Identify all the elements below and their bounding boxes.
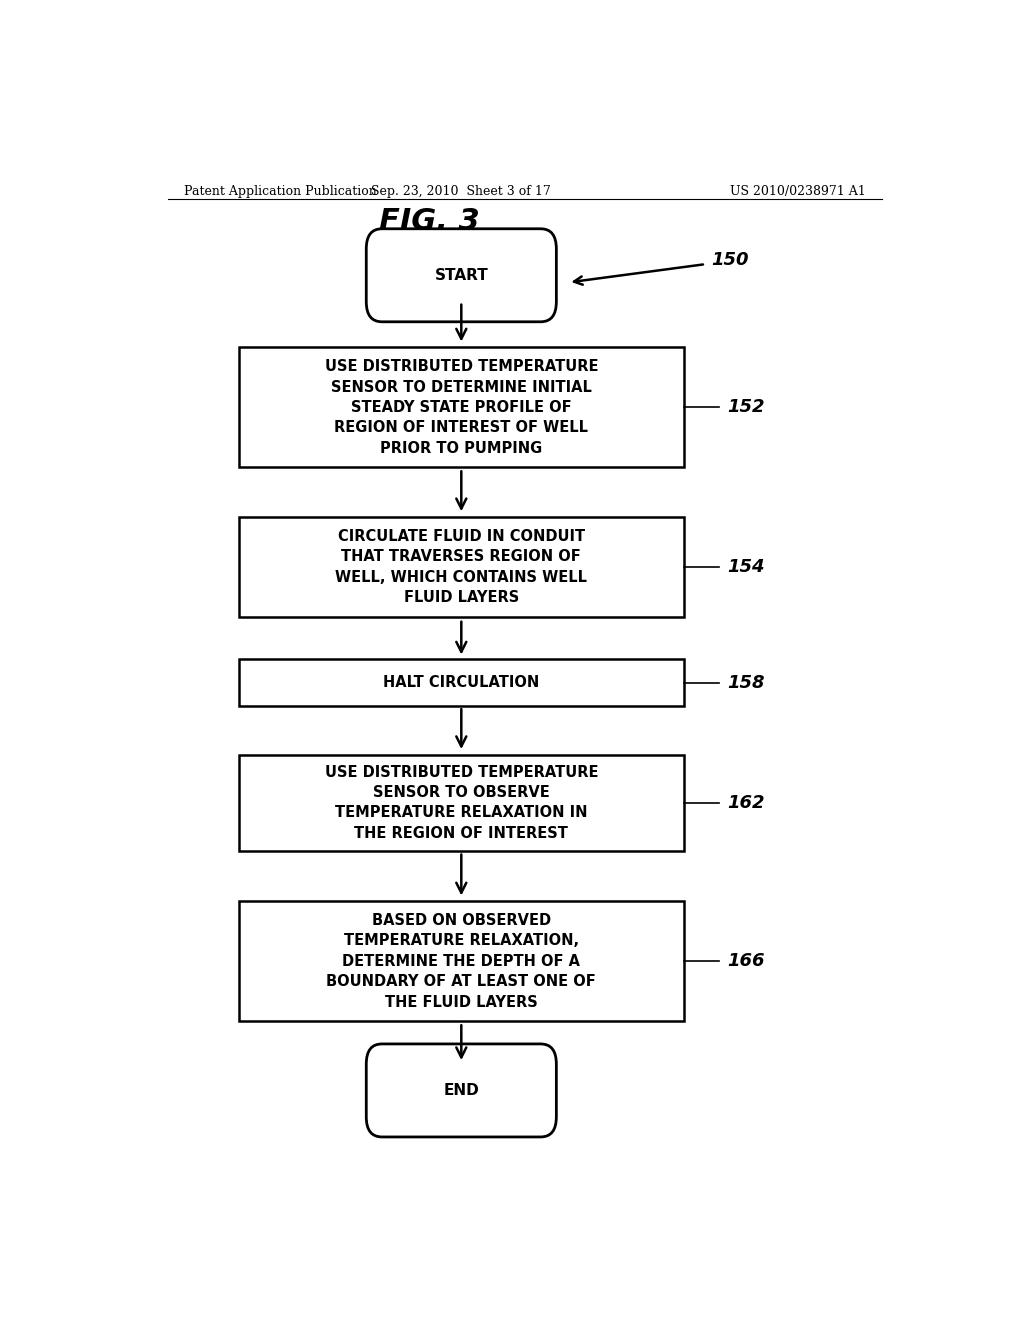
Bar <box>239 517 684 616</box>
Text: 150: 150 <box>712 251 749 269</box>
FancyBboxPatch shape <box>367 1044 556 1137</box>
Bar <box>239 755 684 851</box>
Text: END: END <box>443 1082 479 1098</box>
Text: 158: 158 <box>727 675 765 692</box>
Text: Sep. 23, 2010  Sheet 3 of 17: Sep. 23, 2010 Sheet 3 of 17 <box>372 185 551 198</box>
Bar <box>239 347 684 467</box>
Text: 162: 162 <box>727 793 765 812</box>
Text: HALT CIRCULATION: HALT CIRCULATION <box>383 676 540 690</box>
Text: START: START <box>434 268 488 282</box>
Text: CIRCULATE FLUID IN CONDUIT
THAT TRAVERSES REGION OF
WELL, WHICH CONTAINS WELL
FL: CIRCULATE FLUID IN CONDUIT THAT TRAVERSE… <box>335 529 588 605</box>
Bar <box>239 902 684 1022</box>
FancyBboxPatch shape <box>367 228 556 322</box>
Text: 152: 152 <box>727 399 765 416</box>
Text: Patent Application Publication: Patent Application Publication <box>183 185 376 198</box>
Bar <box>239 660 684 706</box>
Text: USE DISTRIBUTED TEMPERATURE
SENSOR TO DETERMINE INITIAL
STEADY STATE PROFILE OF
: USE DISTRIBUTED TEMPERATURE SENSOR TO DE… <box>325 359 598 455</box>
Text: FIG. 3: FIG. 3 <box>379 207 480 236</box>
Text: 154: 154 <box>727 558 765 576</box>
Text: USE DISTRIBUTED TEMPERATURE
SENSOR TO OBSERVE
TEMPERATURE RELAXATION IN
THE REGI: USE DISTRIBUTED TEMPERATURE SENSOR TO OB… <box>325 764 598 841</box>
Text: 166: 166 <box>727 952 765 970</box>
Text: BASED ON OBSERVED
TEMPERATURE RELAXATION,
DETERMINE THE DEPTH OF A
BOUNDARY OF A: BASED ON OBSERVED TEMPERATURE RELAXATION… <box>327 913 596 1010</box>
Text: US 2010/0238971 A1: US 2010/0238971 A1 <box>730 185 866 198</box>
